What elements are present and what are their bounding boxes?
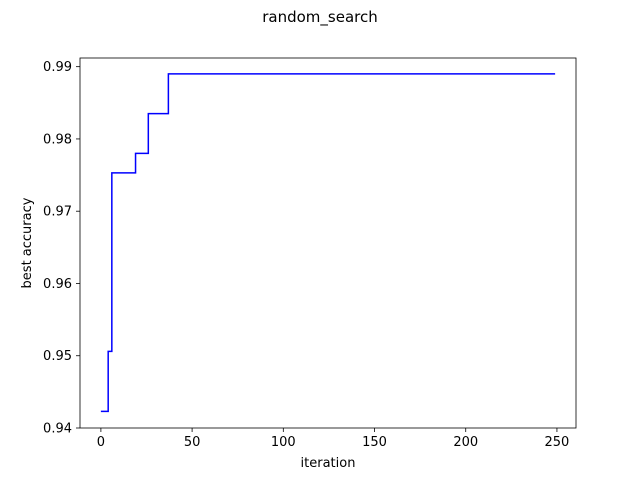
x-tick-label: 250 — [545, 435, 570, 450]
y-tick-label: 0.99 — [43, 60, 72, 75]
x-tick-label: 100 — [271, 435, 296, 450]
x-tick-label: 0 — [97, 435, 105, 450]
y-tick-label: 0.98 — [43, 132, 72, 147]
y-tick-label: 0.95 — [43, 349, 72, 364]
y-tick-label: 0.94 — [43, 422, 72, 437]
y-axis-label: best accuracy — [20, 197, 35, 288]
x-tick-label: 150 — [362, 435, 387, 450]
plot-frame — [79, 57, 577, 429]
series-line-0 — [100, 73, 556, 413]
plot-area — [100, 73, 556, 413]
axes: 0 50 100 150 200 250 0.94 0.95 0.96 0.97 0.98 0.99 — [43, 57, 577, 450]
x-tick-label: 50 — [184, 435, 201, 450]
x-axis-label: iteration — [301, 456, 356, 471]
x-tick-label: 200 — [453, 435, 478, 450]
chart-title: random_search — [262, 8, 378, 27]
y-tick-label: 0.97 — [43, 205, 72, 220]
y-tick-label: 0.96 — [43, 277, 72, 292]
